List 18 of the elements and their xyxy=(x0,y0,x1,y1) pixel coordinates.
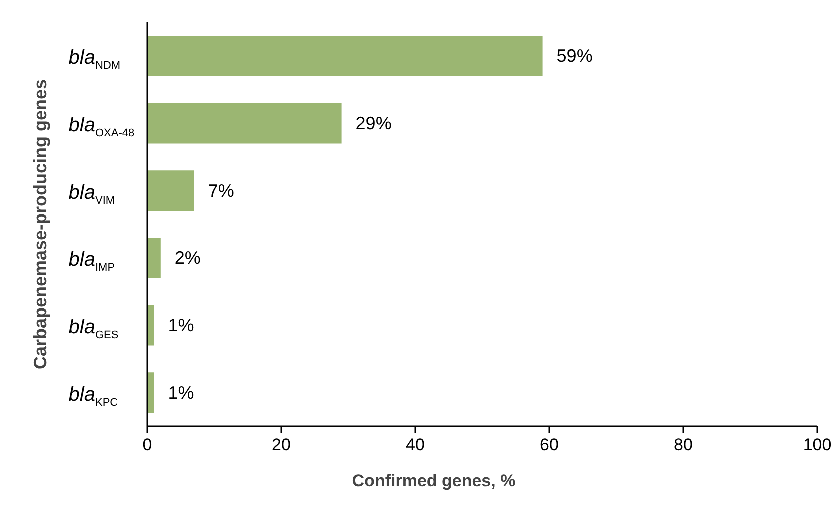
x-tick-label: 0 xyxy=(142,436,152,454)
bar xyxy=(148,170,194,212)
data-label: 2% xyxy=(174,248,201,268)
x-tick-label: 40 xyxy=(406,436,425,454)
data-label: 1% xyxy=(168,382,194,403)
x-axis-title: Confirmed genes, % xyxy=(352,472,516,490)
bar xyxy=(148,103,342,144)
data-label: 59% xyxy=(556,46,593,66)
x-tick-label: 20 xyxy=(272,436,291,454)
y-axis-title: Carbapenemase-producing genes xyxy=(30,79,50,370)
bar xyxy=(148,36,543,76)
x-tick-label: 80 xyxy=(674,436,693,454)
bar xyxy=(148,238,161,278)
x-tick-label: 60 xyxy=(540,436,559,454)
data-label: 7% xyxy=(208,180,234,201)
data-label: 29% xyxy=(356,114,392,134)
data-label: 1% xyxy=(168,316,194,336)
x-tick-label: 100 xyxy=(803,436,832,454)
